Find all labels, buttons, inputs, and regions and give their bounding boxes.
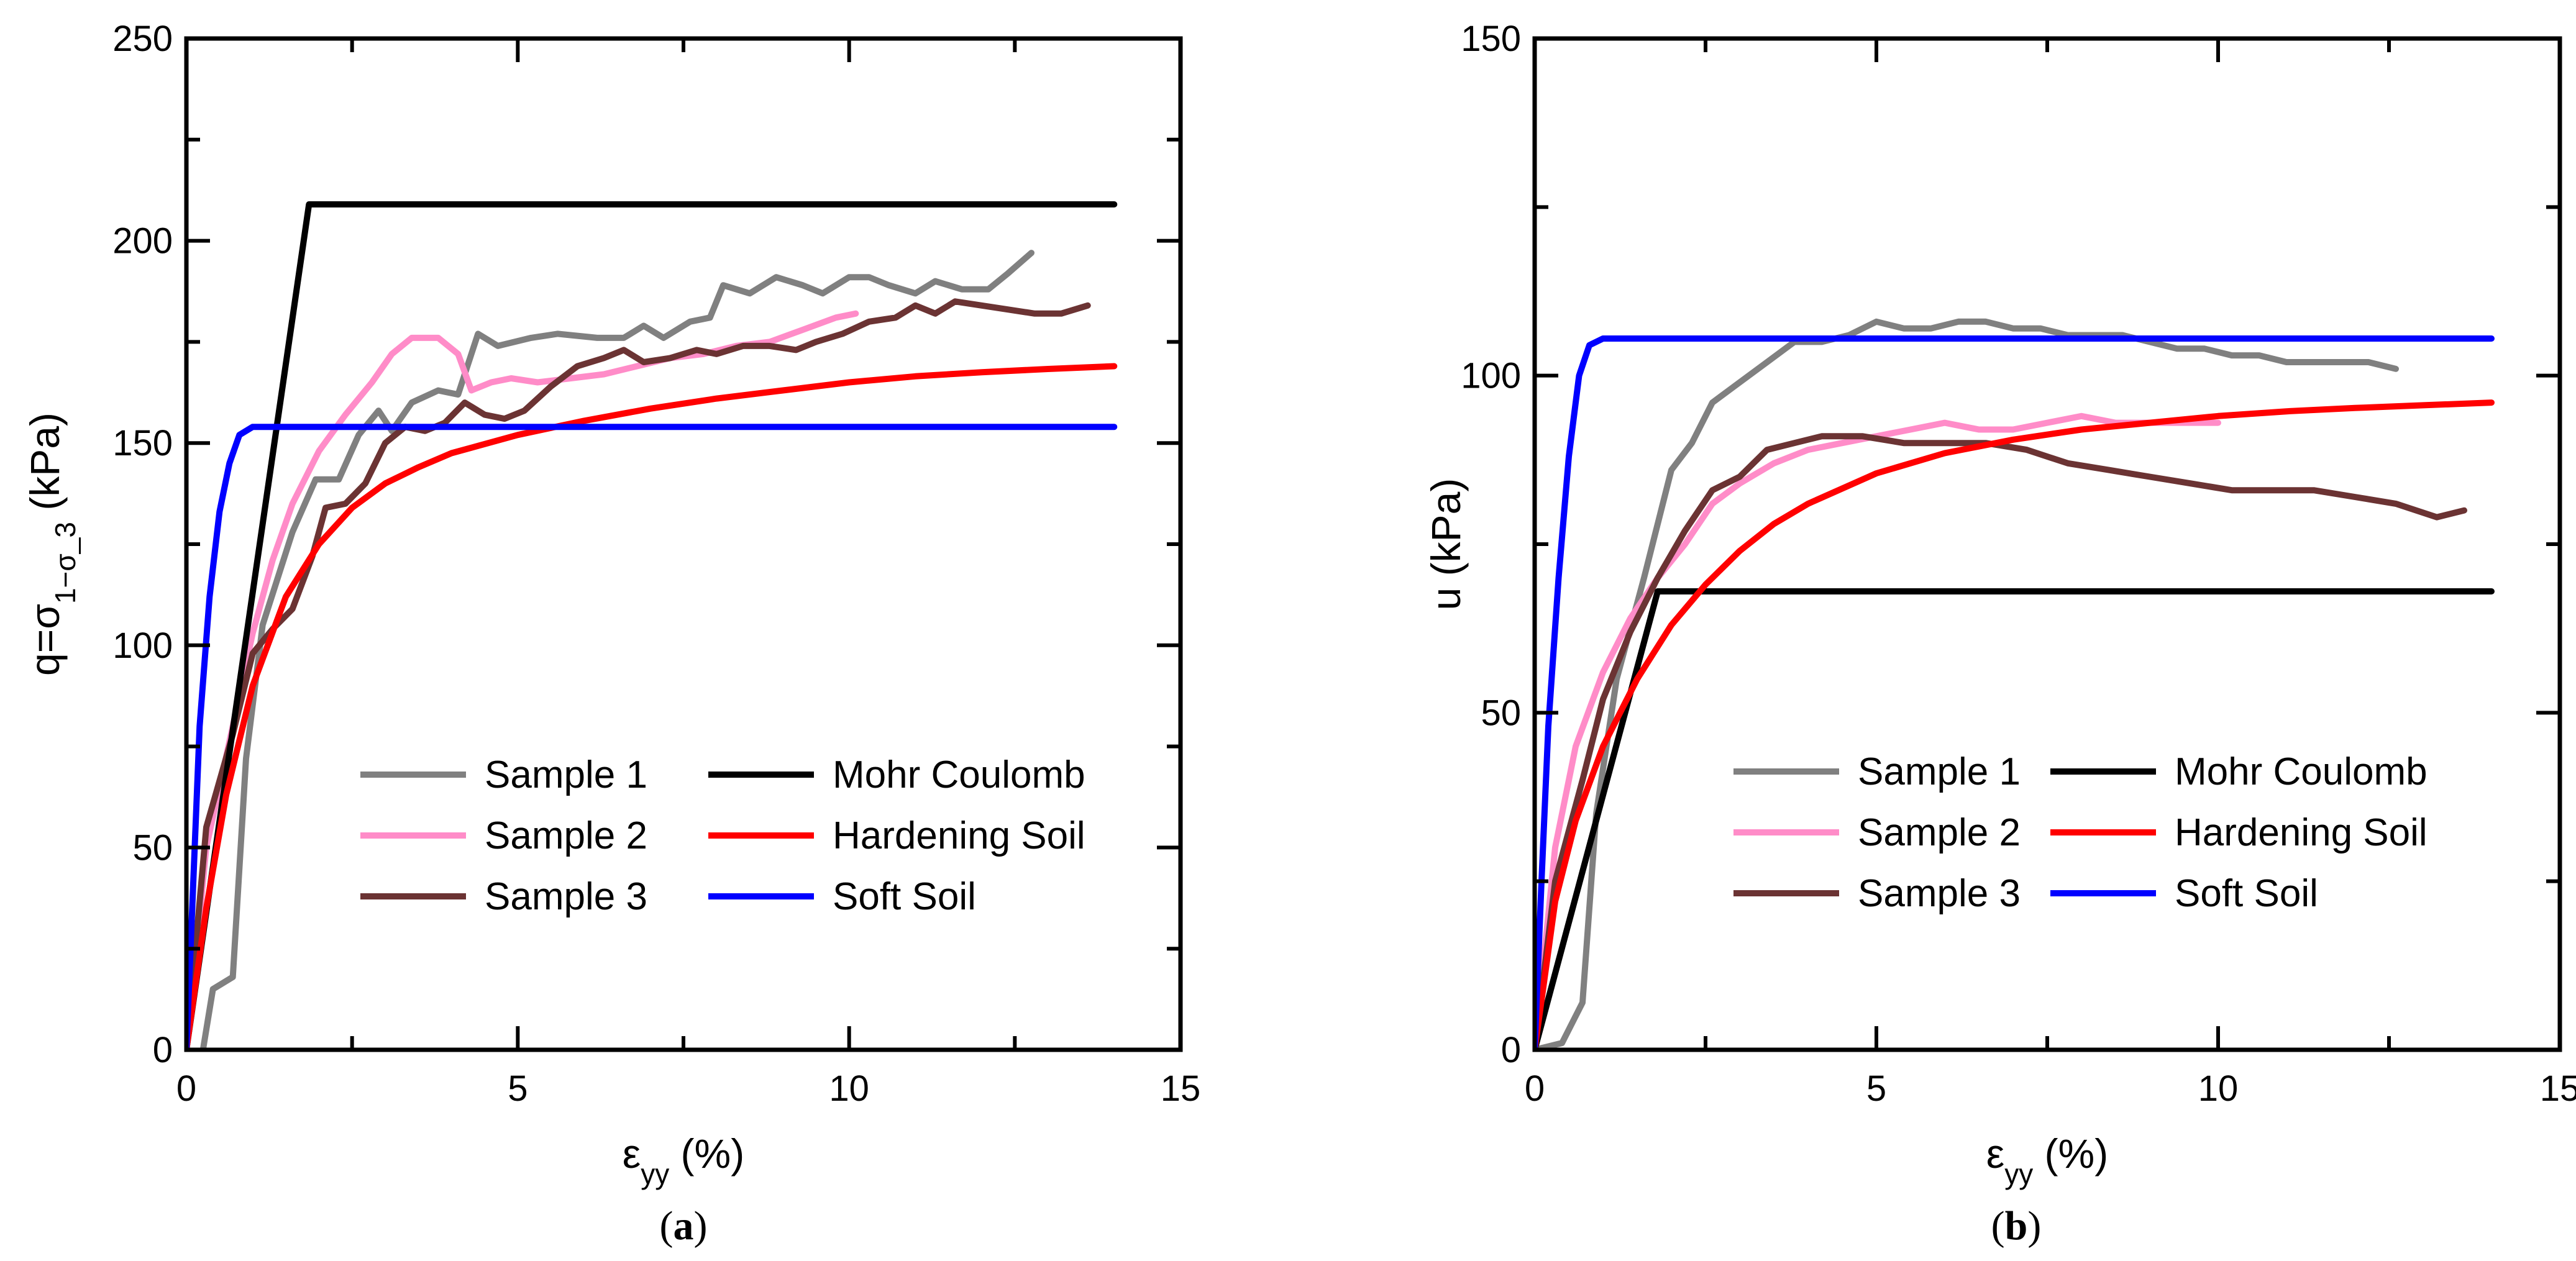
legend-label: Sample 2 [485,814,647,857]
legend-item: Sample 3 [360,875,647,918]
y-tick-label: 200 [112,221,173,262]
x-tick-label: 0 [176,1068,196,1109]
y-tick-label: 50 [132,827,173,868]
y-tick-label: 150 [112,423,173,463]
legend-label: Sample 1 [485,753,647,796]
series-line-hardening-soil [186,363,1118,1050]
legend-item: Hardening Soil [708,814,1085,857]
x-tick-label: 15 [2540,1068,2576,1109]
y-tick-label: 100 [1461,356,1521,396]
legend-item: Sample 1 [360,753,647,796]
plot-frame [184,36,1183,1052]
legend-label: Sample 3 [1858,872,2021,915]
x-tick-label: 5 [508,1068,528,1109]
series-line-sample-2 [1535,412,2221,1050]
series-line-sample-3 [186,298,1091,1050]
series-line-mohr-coulomb [186,201,1118,1050]
legend-item: Mohr Coulomb [2050,750,2428,793]
x-tick-label: 10 [829,1068,869,1109]
y-tick-label: 0 [1501,1030,1521,1070]
legend-item: Sample 2 [360,814,647,857]
panel-label: (a) [660,1203,708,1249]
legend-label: Sample 2 [1858,811,2021,854]
x-axis-label: εyy (%) [1986,1131,2108,1190]
y-tick-label: 50 [1481,693,1521,733]
legend-label: Mohr Coulomb [2175,750,2428,793]
legend-label: Sample 3 [485,875,647,918]
legend-label: Soft Soil [2175,872,2318,915]
legend-item: Sample 1 [1733,750,2021,793]
legend-label: Hardening Soil [833,814,1085,857]
series-lines [1535,318,2495,1050]
x-tick-label: 5 [1866,1068,1886,1109]
series-line-hardening-soil [1535,399,2495,1050]
legend-item: Hardening Soil [2050,811,2428,854]
x-tick-label: 0 [1525,1068,1545,1109]
legend-label: Hardening Soil [2175,811,2428,854]
series-line-sample-3 [1535,433,2467,1050]
legend-item: Sample 3 [1733,872,2021,915]
series-lines [186,201,1118,1050]
legend-item: Sample 2 [1733,811,2021,854]
legend: Sample 1 Sample 2 Sample 3 Mohr Coulomb Hard… [1733,750,2428,915]
panel-label: (b) [1991,1203,2042,1249]
x-axis-label: εyy (%) [623,1131,744,1190]
y-tick-label: 250 [112,19,173,59]
series-line-mohr-coulomb [1535,588,2495,1050]
series-line-sample-1 [1535,318,2399,1050]
legend-label: Sample 1 [1858,750,2021,793]
series-line-sample-1 [199,250,1035,1050]
y-tick-label: 0 [153,1030,173,1070]
x-tick-label: 10 [2198,1068,2239,1109]
legend-label: Mohr Coulomb [833,753,1085,796]
y-axis-label: u (kPa) [1423,478,1469,611]
series-line-soft-soil [1535,335,2495,1050]
legend-label: Soft Soil [833,875,976,918]
legend: Sample 1 Sample 2 Sample 3 Mohr Coulomb Hard… [360,753,1085,918]
legend-item: Soft Soil [708,875,976,918]
x-tick-label: 15 [1161,1068,1201,1109]
legend-item: Mohr Coulomb [708,753,1085,796]
y-axis-label: q=σ1−σ_3 (kPa) [22,412,81,676]
series-line-soft-soil [186,424,1118,1050]
y-tick-label: 150 [1461,19,1521,59]
legend-item: Soft Soil [2050,872,2318,915]
y-tick-label: 100 [112,626,173,666]
